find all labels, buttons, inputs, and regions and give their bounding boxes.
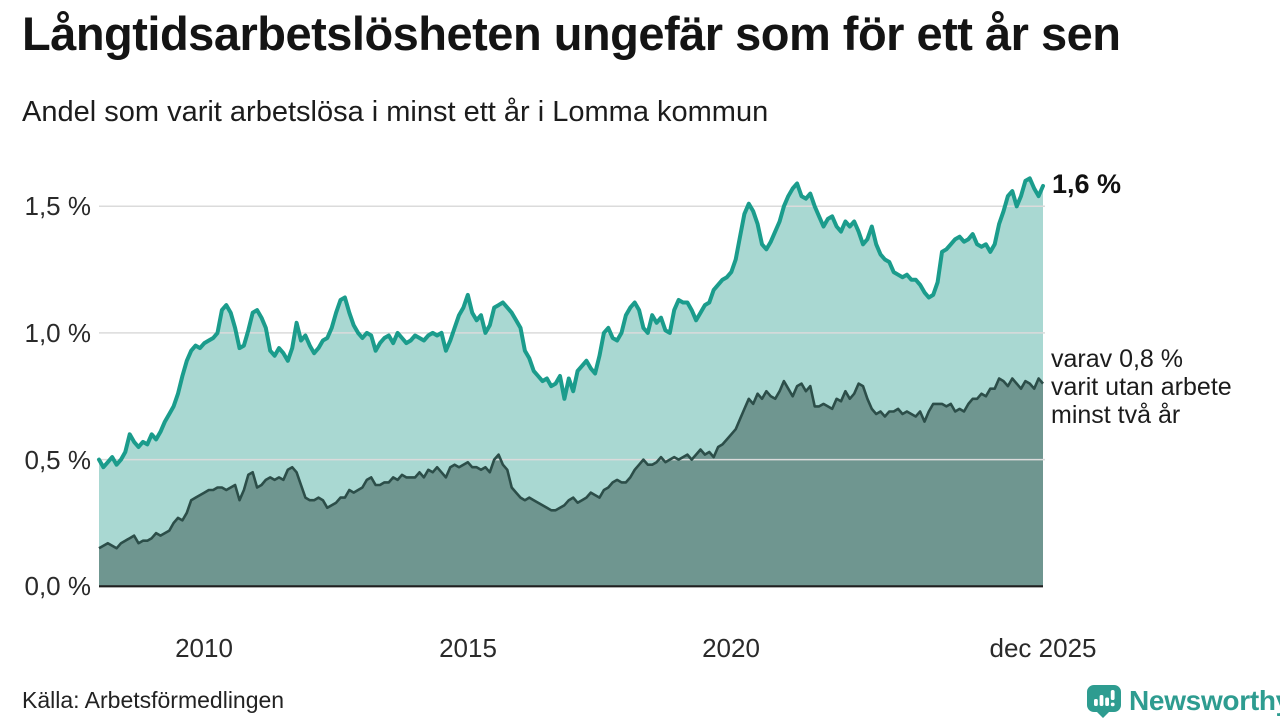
series1-area-fill (99, 178, 1043, 587)
y-axis-tick-1-5: 1,5 % (24, 191, 92, 221)
series2-annotation-line-3: minst två år (1051, 401, 1181, 429)
y-axis-tick-0-0: 0,0 % (24, 571, 92, 601)
x-axis-tick-2010: 2010 (175, 633, 233, 663)
series1-line (97, 176, 1045, 470)
newsworthy-logo: Newsworthy (1086, 683, 1280, 719)
series2-end-annotation: varav 0,8 % varit utan arbete minst två … (1051, 345, 1232, 429)
source-caption: Källa: Arbetsförmedlingen (22, 687, 285, 713)
series2-line (98, 377, 1044, 550)
x-axis-tick-dec-2025: dec 2025 (989, 633, 1097, 663)
x-axis-tick-2020: 2020 (702, 633, 760, 663)
series2-annotation-line-1: varav 0,8 % (1051, 345, 1184, 373)
y-axis-tick-0-5: 0,5 % (24, 445, 92, 475)
series1-end-value-label: 1,6 % (1052, 169, 1122, 199)
series2-area-fill (99, 378, 1043, 587)
series2-annotation-line-2: varit utan arbete (1051, 373, 1232, 401)
chart-title: Långtidsarbetslösheten ungefär som för e… (22, 7, 1121, 60)
y-axis-tick-1-0: 1,0 % (24, 318, 92, 348)
newsworthy-wordmark: Newsworthy (1129, 685, 1280, 716)
chart-subtitle: Andel som varit arbetslösa i minst ett å… (22, 96, 769, 128)
x-axis-tick-2015: 2015 (439, 633, 497, 663)
newsworthy-pin-icon (1087, 684, 1121, 718)
